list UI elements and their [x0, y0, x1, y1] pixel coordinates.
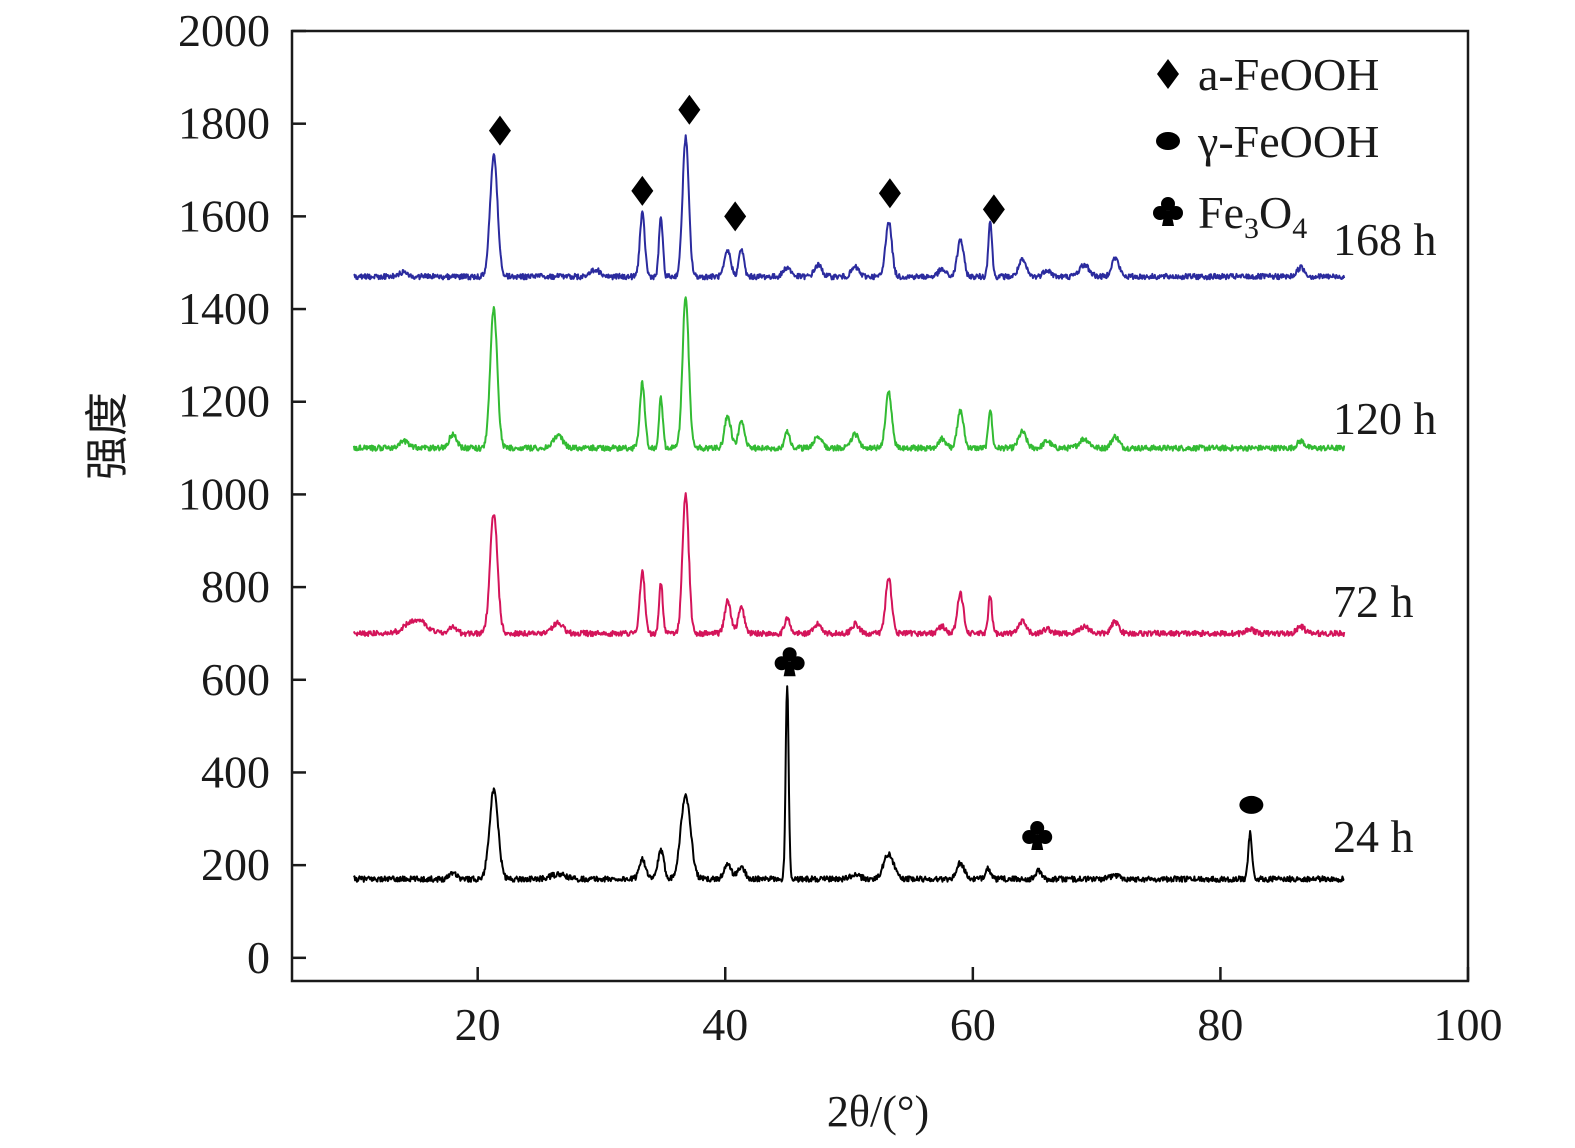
- diamond-marker: [1157, 59, 1179, 89]
- legend-fe3o4-fe: Fe: [1198, 187, 1244, 238]
- legend-fe3o4-sub4: 4: [1292, 212, 1307, 245]
- series-label-120h: 120 h: [1333, 393, 1437, 444]
- diamond-marker: [488, 115, 511, 146]
- x-tick-label: 40: [702, 999, 748, 1050]
- series-line-72h: [352, 492, 1346, 638]
- y-tick-label: 1400: [178, 283, 270, 334]
- y-tick-label: 400: [201, 746, 270, 797]
- legend-label-a-feooh: a-FeOOH: [1198, 49, 1379, 100]
- y-tick-label: 800: [201, 561, 270, 612]
- y-axis-title: 强度: [83, 392, 132, 480]
- series-label-168h: 168 h: [1333, 214, 1437, 265]
- series-line-168h: [353, 134, 1346, 281]
- club-marker: [1153, 197, 1183, 226]
- y-tick-label: 1000: [178, 468, 270, 519]
- x-tick-label: 60: [950, 999, 996, 1050]
- series-lines: [352, 134, 1346, 883]
- x-tick-label: 80: [1197, 999, 1243, 1050]
- x-tick-label: 20: [455, 999, 501, 1050]
- legend-label-fe3o4: Fe3O4: [1198, 187, 1307, 245]
- plot-frame: [290, 29, 1470, 983]
- y-tick-label: 0: [247, 932, 270, 983]
- y-tick-label: 200: [201, 839, 270, 890]
- series-line-24h: [353, 685, 1345, 883]
- y-tick-label: 1800: [178, 98, 270, 149]
- legend-label-gamma-feooh: γ-FeOOH: [1197, 116, 1379, 167]
- legend: a-FeOOH γ-FeOOH Fe3O4: [1153, 49, 1379, 245]
- diamond-marker: [631, 175, 654, 206]
- ellipse-marker: [1156, 132, 1180, 150]
- y-axis: 0 200 400 600 800 1000 1200 1400 1600 1800 2000: [178, 5, 306, 983]
- y-tick-label: 1200: [178, 376, 270, 427]
- y-tick-label: 1600: [178, 190, 270, 241]
- diamond-marker: [982, 194, 1005, 225]
- series-label-72h: 72 h: [1333, 576, 1414, 627]
- club-marker: [1022, 821, 1053, 851]
- legend-fe3o4-sub3: 3: [1244, 212, 1259, 245]
- y-tick-label: 600: [201, 654, 270, 705]
- series-label-24h: 24 h: [1333, 811, 1414, 862]
- legend-fe3o4-o: O: [1259, 187, 1292, 238]
- series-line-120h: [352, 296, 1346, 452]
- club-marker: [774, 647, 805, 677]
- series-labels: 24 h 72 h 120 h 168 h: [1333, 214, 1437, 862]
- phase-markers: [488, 94, 1264, 851]
- x-axis-title: 2θ/(°): [827, 1087, 929, 1136]
- legend-symbols: [1153, 59, 1183, 226]
- diamond-marker: [878, 178, 901, 209]
- x-axis: 20 40 60 80 100: [455, 967, 1503, 1050]
- diamond-marker: [678, 94, 701, 125]
- diamond-marker: [724, 201, 747, 232]
- x-tick-label: 100: [1434, 999, 1503, 1050]
- y-tick-label: 2000: [178, 5, 270, 56]
- ellipse-marker: [1239, 795, 1264, 814]
